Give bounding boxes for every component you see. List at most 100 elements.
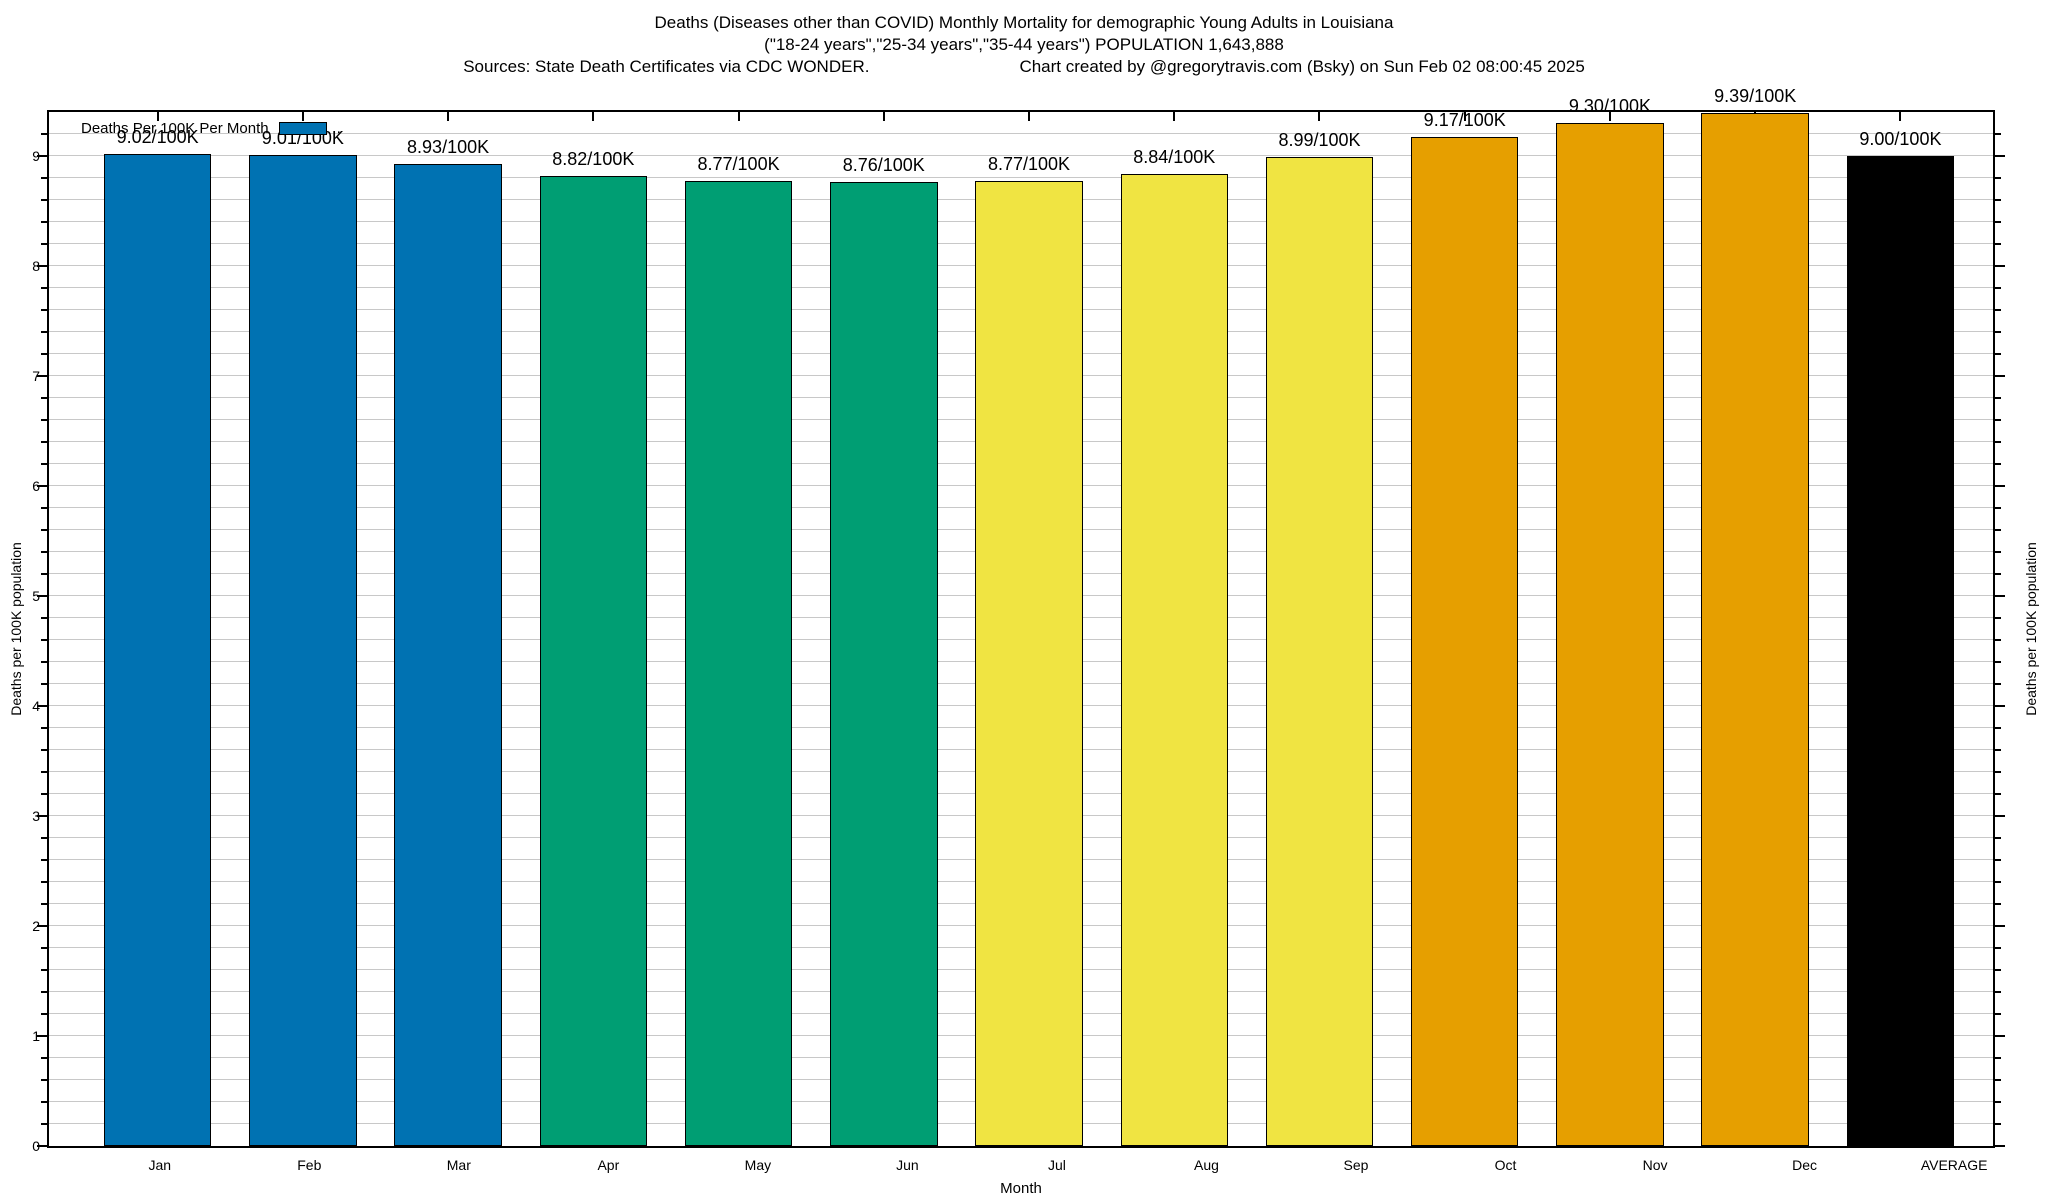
chart-sources-note: Sources: State Death Certificates via CD… — [463, 57, 870, 76]
y-tick-label: 5 — [32, 588, 40, 604]
x-axis-tick — [1899, 112, 1902, 121]
y-axis-tick — [1994, 1123, 2001, 1125]
y-tick-label: 1 — [32, 1028, 40, 1044]
y-axis-tick — [41, 881, 48, 883]
bar-slot-apr: 8.82/100K — [521, 112, 666, 1146]
y-axis-tick — [37, 375, 48, 377]
x-axis-tick — [1463, 112, 1466, 121]
y-axis-tick — [1994, 683, 2001, 685]
y-axis-tick — [1994, 1079, 2001, 1081]
x-tick-label-jul: Jul — [1048, 1157, 1066, 1173]
y-axis-tick — [1994, 573, 2001, 575]
y-axis-tick — [1994, 375, 2005, 377]
bar-slot-jul: 8.77/100K — [956, 112, 1101, 1146]
bar-mar — [394, 163, 502, 1146]
y-axis-tick — [1994, 1035, 2005, 1037]
x-tick-label-feb: Feb — [297, 1157, 322, 1173]
x-axis-tick — [156, 112, 159, 121]
bar-aug — [1120, 173, 1228, 1146]
y-axis-tick — [1994, 331, 2001, 333]
gridline — [49, 155, 1993, 156]
y-axis-tick — [37, 265, 48, 267]
y-axis-tick — [41, 287, 48, 290]
y-axis-tick — [41, 133, 48, 136]
y-axis-tick — [1994, 727, 2001, 729]
y-axis-tick — [1994, 705, 2005, 707]
y-axis-tick — [1994, 353, 2001, 356]
y-axis-tick — [37, 155, 48, 157]
x-axis-tick — [882, 112, 885, 121]
legend: Deaths Per 100K Per Month , — [81, 120, 341, 137]
y-axis-tick — [41, 1123, 48, 1125]
y-axis-tick — [1994, 155, 2005, 157]
y-axis-tick — [1994, 221, 2001, 223]
bar-sep — [1265, 157, 1374, 1146]
y-tick-label: 9 — [32, 148, 40, 164]
y-axis-tick — [1994, 837, 2001, 839]
y-axis-tick — [1994, 617, 2001, 619]
x-tick-label-jun: Jun — [896, 1157, 919, 1173]
y-axis-tick — [1994, 1057, 2001, 1059]
y-axis-tick — [37, 815, 48, 817]
y-axis-tick — [41, 1057, 48, 1059]
bar-dec — [1701, 113, 1809, 1146]
y-axis-tick — [41, 969, 48, 971]
x-tick-label-dec: Dec — [1792, 1157, 1818, 1173]
y-axis-tick — [37, 485, 48, 487]
y-axis-tick — [41, 397, 48, 399]
y-axis-tick — [1994, 133, 2001, 136]
chart-title-line3: Sources: State Death Certificates via CD… — [0, 56, 2048, 78]
chart-title-line1: Deaths (Diseases other than COVID) Month… — [654, 13, 1394, 32]
y-axis-tick — [1994, 793, 2001, 795]
bar-slot-aug: 8.84/100K — [1102, 112, 1247, 1146]
y-axis-tick — [1994, 243, 2001, 246]
bar-slot-sep: 8.99/100K — [1247, 112, 1392, 1146]
y-axis-tick — [37, 595, 48, 597]
x-axis-tick-labels: Jan Feb Mar Apr May Jun Jul Aug Sep Oct Nov Dec AVER… — [49, 1157, 2048, 1173]
chart-header: Deaths (Diseases other than COVID) Month… — [0, 12, 2048, 78]
y-axis-tick — [1994, 639, 2001, 642]
y-axis-tick — [1994, 1145, 2005, 1147]
x-tick-label-average: AVERAGE — [1920, 1157, 1988, 1173]
legend-suffix: , — [336, 120, 341, 137]
legend-swatch — [278, 122, 327, 135]
x-axis-title: Month — [1000, 1180, 1042, 1197]
x-axis-tick — [1028, 112, 1030, 121]
y-tick-label: 4 — [32, 698, 40, 714]
y-tick-label: 6 — [32, 478, 40, 494]
bar-apr — [539, 175, 648, 1146]
y-axis-tick — [1994, 1101, 2001, 1103]
y-axis-tick — [41, 1013, 48, 1015]
bar-value-label: 8.82/100K — [552, 148, 635, 169]
y-axis-tick — [37, 705, 48, 707]
y-axis-tick — [41, 859, 48, 861]
y-axis-tick — [1994, 463, 2001, 465]
bar-value-label: 9.39/100K — [1714, 86, 1797, 107]
bar-jan — [103, 153, 212, 1146]
y-axis-tick — [1994, 397, 2001, 399]
x-tick-label-nov: Nov — [1642, 1157, 1668, 1173]
y-axis-tick — [41, 199, 48, 201]
gridline — [49, 133, 1993, 134]
bar-slot-average: 9.00/100K — [1828, 112, 1973, 1146]
y-axis-tick — [1994, 1013, 2001, 1015]
y-axis-tick — [41, 991, 48, 993]
x-tick-label-apr: Apr — [597, 1157, 620, 1173]
y-axis-tick — [41, 1101, 48, 1103]
plot-area: 9.02/100K 9.01/100K 8.93/100K 8.82/100K 8.77… — [37, 86, 2005, 1148]
y-axis-tick — [41, 529, 48, 531]
y-axis-tick — [41, 573, 48, 575]
y-axis-tick — [1994, 881, 2001, 883]
y-axis-tick — [1994, 507, 2001, 509]
y-axis-tick — [1994, 419, 2001, 421]
x-axis-tick — [1608, 112, 1611, 121]
y-axis-title-left: Deaths per 100K population — [8, 542, 24, 716]
y-axis-tick — [1994, 991, 2001, 993]
y-axis-tick — [41, 617, 48, 619]
x-tick-label-oct: Oct — [1494, 1157, 1517, 1173]
y-axis-tick — [1994, 859, 2001, 861]
bar-value-label: 8.76/100K — [842, 155, 925, 176]
bar-value-label: 8.84/100K — [1133, 146, 1216, 167]
bar-may — [684, 181, 793, 1146]
